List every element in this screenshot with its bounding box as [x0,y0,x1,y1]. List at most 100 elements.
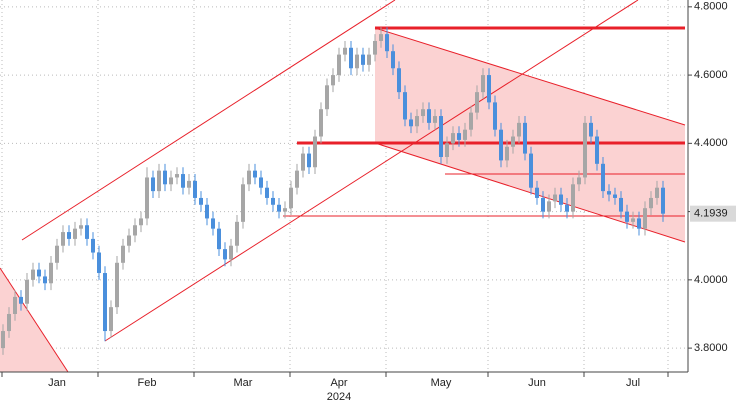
candle-body [49,262,53,284]
candle-body [655,187,659,198]
candle-body [487,75,491,103]
candle-body [397,68,401,93]
candle-body [643,208,647,229]
candle-body [253,170,257,178]
trend-line [0,267,69,373]
candle-body [151,177,155,192]
candle-body [553,194,557,202]
candle-body [301,153,305,171]
candle-body [349,47,353,69]
candle-body [625,211,629,222]
candle-body [313,136,317,168]
trend-line [21,0,396,241]
candle-body [649,197,653,209]
candle-body [457,133,461,140]
candle-body [355,54,359,69]
candle-body [103,273,107,332]
candle-body [409,119,413,127]
candle-body [247,170,251,185]
candle-body [235,221,239,246]
candle-body [295,170,299,188]
candle-body [403,92,407,120]
candle-body [523,122,527,154]
candle-body [223,249,227,260]
candle-body [565,204,569,212]
candle-body [61,232,65,246]
candle-body [73,228,77,239]
candle-body [367,54,371,65]
candle-body [499,129,503,161]
candle-body [259,177,263,188]
candle-body [361,54,365,65]
candle-body [205,204,209,219]
candle-body [157,170,161,192]
candle-body [463,129,467,140]
candle-body [67,232,71,239]
candle-body [583,122,587,178]
x-tick-label: Jul [626,377,640,389]
candle-body [109,307,113,332]
candle-body [325,85,329,110]
candle-body [25,279,29,304]
candle-body [1,331,5,349]
candle-body [451,133,455,144]
candle-body [337,54,341,76]
candle-body [265,187,269,198]
candle-body [127,235,131,246]
candle-body [139,218,143,226]
candle-body [271,197,275,205]
candle-body [589,122,593,137]
candle-body [19,296,23,304]
candle-body [175,174,179,178]
candle-body [595,136,599,164]
candle-body [445,143,449,157]
candle-body [37,269,41,277]
candle-body [517,122,521,137]
last-price-box [690,205,736,222]
year-label: 2024 [327,391,351,403]
candle-body [121,245,125,263]
candle-body [133,225,137,236]
candle-body [547,201,551,212]
candle-body [163,170,167,185]
trend-line [374,27,686,126]
candle-body [505,146,509,161]
candle-body [559,194,563,205]
candle-body [415,116,419,127]
candle-body [373,40,377,55]
trend-line [104,0,639,342]
candle-body [613,194,617,198]
candle-body [31,269,35,280]
candle-body [619,197,623,212]
candle-body [427,109,431,123]
x-tick-label: Jun [528,377,546,389]
candle-body [199,197,203,205]
candle-body [307,153,311,168]
candle-body [319,109,323,137]
candle-body [43,276,47,284]
candle-body [511,136,515,147]
candle-body [493,102,497,130]
y-tick-label: 3.8000 [694,342,728,354]
candle-body [571,184,575,212]
candle-body [85,225,89,239]
candle-body [277,204,281,212]
candle-body [529,153,533,188]
candle-body [391,51,395,69]
candle-body [13,296,17,314]
candle-body [283,208,287,212]
candle-body [433,116,437,123]
candle-body [145,177,149,219]
candle-body [607,191,611,195]
y-tick-label: 4.0000 [694,274,728,286]
candle-body [475,92,479,113]
candle-body [193,180,197,198]
x-tick-label: May [431,377,452,389]
shaded-channel [375,28,685,242]
candle-body [187,180,191,188]
y-tick-label: 4.6000 [694,69,728,81]
x-tick-label: Jan [48,377,66,389]
candle-body [181,174,185,188]
candle-body [241,184,245,222]
candle-body [217,228,221,250]
